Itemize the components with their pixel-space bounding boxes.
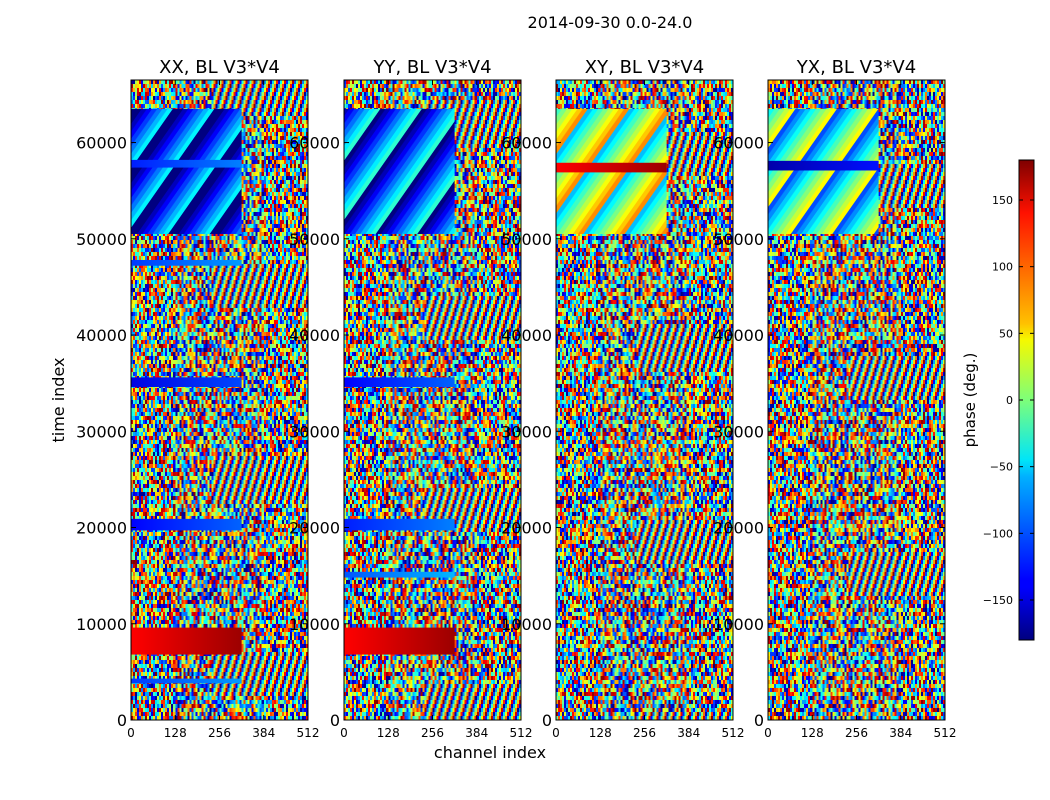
y-tick-label: 50000 <box>76 230 127 249</box>
y-tick-label: 60000 <box>713 134 764 153</box>
coherent-band <box>344 627 455 655</box>
y-tick-label: 20000 <box>501 519 552 538</box>
x-tick-label: 512 <box>297 726 320 740</box>
x-tick-label: 128 <box>801 726 824 740</box>
panels-group: XX, BL V3*V4 0 128 256 384 512 0 10000 20000 3000… <box>76 57 956 740</box>
figure-title: 2014-09-30 0.0-24.0 <box>528 13 693 32</box>
coherent-band <box>344 377 455 388</box>
y-tick-label: 20000 <box>76 519 127 538</box>
x-tick-label: 512 <box>934 726 957 740</box>
colorbar: −150 −100 −50 0 50 100 150 phase (deg.) <box>961 159 1035 641</box>
y-tick-label: 50000 <box>501 230 552 249</box>
panel-title: YY, BL V3*V4 <box>372 57 491 78</box>
fringe-band <box>131 108 242 234</box>
fringe-band <box>344 108 455 234</box>
colorbar-tick-label: 150 <box>992 194 1013 207</box>
x-tick-label: 256 <box>208 726 231 740</box>
x-tick-label: 128 <box>589 726 612 740</box>
colorbar-label: phase (deg.) <box>961 353 979 448</box>
panel-3: XY, BL V3*V4 0 128 256 384 512 0 10000 20000 3000… <box>501 57 744 740</box>
coherent-band <box>556 162 667 173</box>
colorbar-tick-label: −150 <box>983 594 1013 607</box>
x-tick-label: 128 <box>164 726 187 740</box>
x-tick-label: 384 <box>889 726 912 740</box>
y-tick-label: 30000 <box>289 422 340 441</box>
coherent-band <box>344 571 455 578</box>
y-tick-label: 0 <box>117 711 127 730</box>
x-tick-label: 512 <box>722 726 745 740</box>
x-tick-label: 512 <box>510 726 533 740</box>
colorbar-tick-label: −50 <box>990 461 1013 474</box>
x-tick-label: 0 <box>340 726 348 740</box>
colorbar-ticks: −150 −100 −50 0 50 100 150 <box>983 194 1034 607</box>
y-tick-label: 40000 <box>713 326 764 345</box>
fringe-band <box>768 108 879 234</box>
y-tick-label: 30000 <box>713 422 764 441</box>
panel-1: XX, BL V3*V4 0 128 256 384 512 0 10000 20000 3000… <box>76 57 319 740</box>
x-tick-label: 256 <box>845 726 868 740</box>
y-tick-label: 10000 <box>76 615 127 634</box>
panel-title: XX, BL V3*V4 <box>159 57 280 78</box>
colorbar-tick-label: 0 <box>1006 394 1013 407</box>
x-tick-label: 0 <box>127 726 135 740</box>
y-axis-label: time index <box>49 357 68 442</box>
x-tick-label: 256 <box>421 726 444 740</box>
x-tick-label: 256 <box>633 726 656 740</box>
coherent-band <box>768 160 879 171</box>
coherent-band <box>131 518 242 531</box>
y-tick-label: 10000 <box>289 615 340 634</box>
x-tick-label: 384 <box>252 726 275 740</box>
panel-title: YX, BL V3*V4 <box>796 57 916 78</box>
y-tick-label: 40000 <box>501 326 552 345</box>
colorbar-tick-label: 100 <box>992 261 1013 274</box>
y-tick-label: 50000 <box>713 230 764 249</box>
y-tick-label: 30000 <box>501 422 552 441</box>
panel-2: YY, BL V3*V4 0 128 256 384 512 0 10000 20000 3000… <box>289 57 532 740</box>
coherent-band <box>131 678 242 684</box>
coherent-band <box>344 518 455 531</box>
y-tick-label: 20000 <box>713 519 764 538</box>
colorbar-tick-label: −100 <box>983 527 1013 540</box>
y-tick-label: 30000 <box>76 422 127 441</box>
y-tick-label: 40000 <box>76 326 127 345</box>
y-tick-label: 60000 <box>501 134 552 153</box>
y-tick-label: 20000 <box>289 519 340 538</box>
x-tick-label: 0 <box>764 726 772 740</box>
colorbar-tick-label: 50 <box>999 327 1013 340</box>
y-tick-label: 60000 <box>76 134 127 153</box>
y-tick-label: 0 <box>754 711 764 730</box>
coherent-band <box>131 159 242 168</box>
x-tick-label: 384 <box>465 726 488 740</box>
panel-4: YX, BL V3*V4 0 128 256 384 512 0 10000 20000 3000… <box>713 57 956 740</box>
y-tick-label: 40000 <box>289 326 340 345</box>
panel-title: XY, BL V3*V4 <box>585 57 704 78</box>
x-tick-label: 0 <box>552 726 560 740</box>
coherent-band <box>131 377 242 388</box>
x-tick-label: 128 <box>377 726 400 740</box>
y-tick-label: 10000 <box>501 615 552 634</box>
y-tick-label: 10000 <box>713 615 764 634</box>
x-tick-label: 384 <box>677 726 700 740</box>
coherent-band <box>131 259 242 266</box>
y-tick-label: 0 <box>330 711 340 730</box>
y-tick-label: 60000 <box>289 134 340 153</box>
coherent-band <box>131 627 242 655</box>
x-axis-label: channel index <box>434 743 546 762</box>
y-tick-label: 50000 <box>289 230 340 249</box>
y-tick-label: 0 <box>542 711 552 730</box>
